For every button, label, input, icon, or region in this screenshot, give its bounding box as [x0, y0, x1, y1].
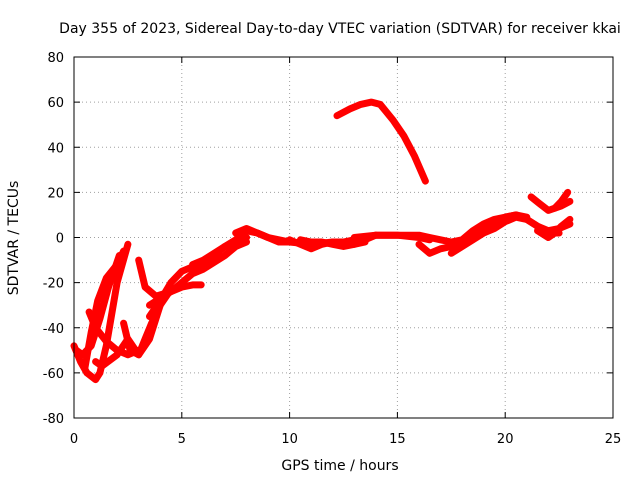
y-tick-label: 60 — [47, 96, 64, 111]
x-axis-title: GPS time / hours — [281, 458, 398, 474]
axes: 0 5 10 15 20 25 -80 -60 -40 -20 0 20 40 60 80 — [43, 51, 622, 447]
x-tick-label: 0 — [70, 432, 78, 447]
y-tick-label: 0 — [56, 232, 64, 247]
data-series-group — [70, 98, 574, 384]
data-series-track-7 — [135, 238, 250, 300]
data-series-track-9 — [146, 281, 205, 309]
x-tick-label: 10 — [281, 432, 298, 447]
chart-title: Day 355 of 2023, Sidereal Day-to-day VTE… — [59, 21, 621, 37]
data-series-track-5 — [85, 308, 143, 359]
y-tick-label: -40 — [43, 322, 64, 337]
x-tick-label: 20 — [497, 432, 514, 447]
data-series-track-1 — [70, 240, 132, 384]
y-tick-label: 40 — [47, 141, 64, 156]
y-tick-label: -60 — [43, 367, 64, 382]
y-tick-label: 80 — [47, 51, 64, 66]
y-axis-title: SDTVAR / TECUs — [6, 181, 22, 296]
y-tick-label: 20 — [47, 186, 64, 201]
data-series-track-3 — [81, 247, 128, 372]
y-tick-label: -80 — [43, 412, 64, 427]
data-series-track-13 — [296, 236, 369, 250]
data-series-track-14 — [333, 98, 429, 185]
x-tick-label: 25 — [605, 432, 622, 447]
y-tick-label: -20 — [43, 277, 64, 292]
x-tick-label: 5 — [178, 432, 186, 447]
x-tick-label: 15 — [389, 432, 406, 447]
data-series-track-20 — [551, 188, 572, 212]
data-series-track-17 — [447, 213, 563, 257]
data-series-track-19 — [534, 215, 574, 241]
